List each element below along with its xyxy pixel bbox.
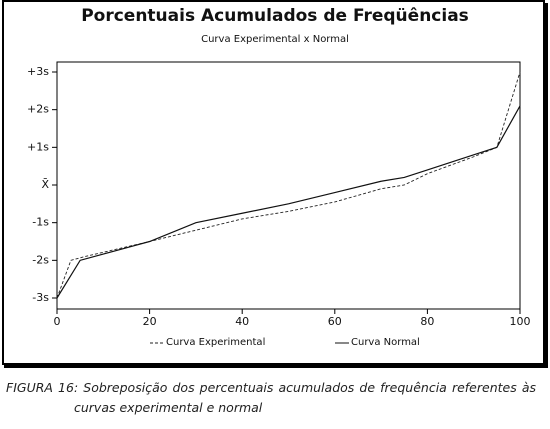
y-tick-label: +3s xyxy=(27,65,49,78)
chart: Porcentuais Acumulados de Freqüências Cu… xyxy=(2,0,548,368)
plot-area xyxy=(56,61,521,310)
y-tick-label: X̄ xyxy=(41,178,49,191)
y-tick-label: -1s xyxy=(32,216,49,229)
x-tick-label: 60 xyxy=(328,315,342,328)
caption: FIGURA 16: Sobreposição dos percentuais … xyxy=(6,380,536,415)
series-line xyxy=(56,71,521,299)
legend-label: Curva Normal xyxy=(351,337,420,348)
x-tick-label: 20 xyxy=(143,315,157,328)
y-tick-label: +2s xyxy=(27,103,49,116)
chart-subtitle: Curva Experimental x Normal xyxy=(201,34,349,45)
legend-label: Curva Experimental xyxy=(166,337,265,348)
chart-title: Porcentuais Acumulados de Freqüências xyxy=(81,6,469,26)
x-tick-label: 80 xyxy=(420,315,434,328)
y-tick-label: +1s xyxy=(27,140,49,153)
x-tick-label: 100 xyxy=(510,315,531,328)
x-tick-label: 40 xyxy=(235,315,249,328)
x-tick-label: 0 xyxy=(54,315,61,328)
frame xyxy=(2,0,545,365)
series-line xyxy=(56,105,521,299)
y-tick-label: -3s xyxy=(32,291,49,304)
y-tick-label: -2s xyxy=(32,253,49,266)
